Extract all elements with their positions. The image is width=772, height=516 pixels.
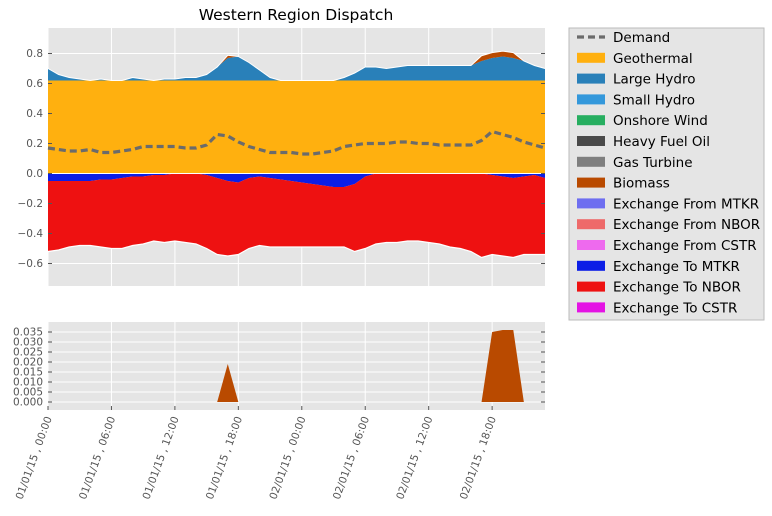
bottom-x-tick-label: 02/01/15 , 00:00 [267, 415, 308, 501]
top-y-tick-label: 0.0 [26, 168, 43, 180]
bottom-y-tick-label: 0.005 [13, 387, 43, 399]
bottom-y-tick-label: 0.025 [13, 347, 43, 359]
legend-label: Large Hydro [613, 72, 696, 88]
legend-swatch [577, 219, 605, 230]
bottom-biomass-segment [481, 330, 524, 402]
exchange-bottom-edge [47, 240, 545, 259]
top-panel: −0.6 −0.4 −0.2 0.0 0.2 0.4 0.6 0.8 Western Regi… [18, 6, 546, 286]
legend-swatch [577, 260, 605, 271]
legend-label: Gas Turbine [613, 155, 693, 171]
top-y-ticks: −0.6 −0.4 −0.2 0.0 0.2 0.4 0.6 0.8 [18, 48, 545, 270]
top-demand-line [47, 129, 546, 156]
legend-label: Heavy Fuel Oil [613, 134, 710, 150]
legend-swatch [577, 156, 605, 167]
legend-label: Exchange To MTKR [613, 259, 740, 275]
legend-swatch [577, 115, 605, 126]
top-stacked-areas [47, 50, 546, 259]
bottom-biomass-area [217, 330, 524, 402]
bottom-x-tick-label: 02/01/15 , 06:00 [331, 415, 372, 501]
legend-label: Demand [613, 30, 670, 46]
demand-line [47, 129, 546, 156]
bottom-y-tick-label: 0.030 [13, 337, 43, 349]
bottom-x-ticks: 01/01/15 , 00:00 01/01/15 , 06:00 01/01/15… [14, 406, 499, 501]
bottom-y-tick-label: 0.020 [13, 357, 43, 369]
legend-label: Small Hydro [613, 92, 695, 108]
legend-swatch [577, 281, 605, 292]
top-y-tick-label: 0.4 [26, 108, 43, 120]
bottom-x-tick-label: 01/01/15 , 00:00 [14, 415, 55, 501]
top-y-tick-label: −0.6 [18, 258, 44, 270]
top-y-tick-label: −0.4 [18, 228, 44, 240]
legend-swatch [577, 94, 605, 105]
bottom-x-tick-label: 01/01/15 , 12:00 [141, 415, 182, 501]
legend-label: Biomass [613, 176, 670, 192]
legend-label: Exchange From NBOR [613, 217, 760, 233]
legend-label: Onshore Wind [613, 113, 708, 129]
top-y-tick-label: −0.2 [18, 198, 44, 210]
bottom-y-tick-label: 0.015 [13, 367, 43, 379]
legend-swatch [577, 52, 605, 63]
bottom-x-tick-label: 01/01/15 , 06:00 [77, 415, 118, 501]
large-hydro-area [48, 56, 545, 81]
exchange-to-nbor-area [48, 173, 545, 258]
legend-swatch [577, 302, 605, 313]
bottom-x-tick-label: 02/01/15 , 18:00 [458, 415, 499, 501]
legend: Demand Geothermal Large Hydro Small Hydro On… [568, 27, 765, 321]
bottom-gridlines [47, 322, 545, 410]
top-y-tick-label: 0.8 [26, 48, 43, 60]
chart-title: Western Region Dispatch [199, 6, 394, 24]
bottom-y-tick-label: 0.000 [13, 397, 43, 409]
bottom-y-tick-label: 0.010 [13, 377, 43, 389]
bottom-panel: 0.0000.0050.0100.0150.0200.0250.0300.035… [13, 322, 545, 501]
legend-swatch [577, 136, 605, 146]
geothermal-area [48, 80, 545, 174]
top-y-tick-label: 0.2 [26, 138, 43, 150]
legend-label: Geothermal [613, 51, 693, 67]
legend-items: Demand Geothermal Large Hydro Small Hydro On… [577, 30, 760, 316]
bottom-biomass-segment [217, 364, 239, 402]
legend-swatch [577, 198, 605, 209]
bottom-x-tick-label: 01/01/15 , 18:00 [204, 415, 245, 501]
exchange-to-mtkr-area [48, 173, 545, 187]
legend-swatch [577, 177, 605, 188]
legend-label: Exchange From CSTR [613, 238, 757, 254]
legend-label: Exchange To CSTR [613, 300, 737, 316]
bottom-x-tick-label: 02/01/15 , 12:00 [394, 415, 435, 501]
legend-swatch [577, 240, 605, 250]
legend-label: Exchange From MTKR [613, 196, 759, 212]
supply-top-edge [47, 50, 546, 82]
bottom-y-tick-label: 0.035 [13, 327, 43, 339]
biomass-area [48, 51, 545, 81]
legend-swatch [577, 73, 605, 84]
top-y-tick-label: 0.6 [26, 78, 43, 90]
bottom-plot-area [48, 322, 545, 410]
legend-label: Exchange To NBOR [613, 280, 741, 296]
